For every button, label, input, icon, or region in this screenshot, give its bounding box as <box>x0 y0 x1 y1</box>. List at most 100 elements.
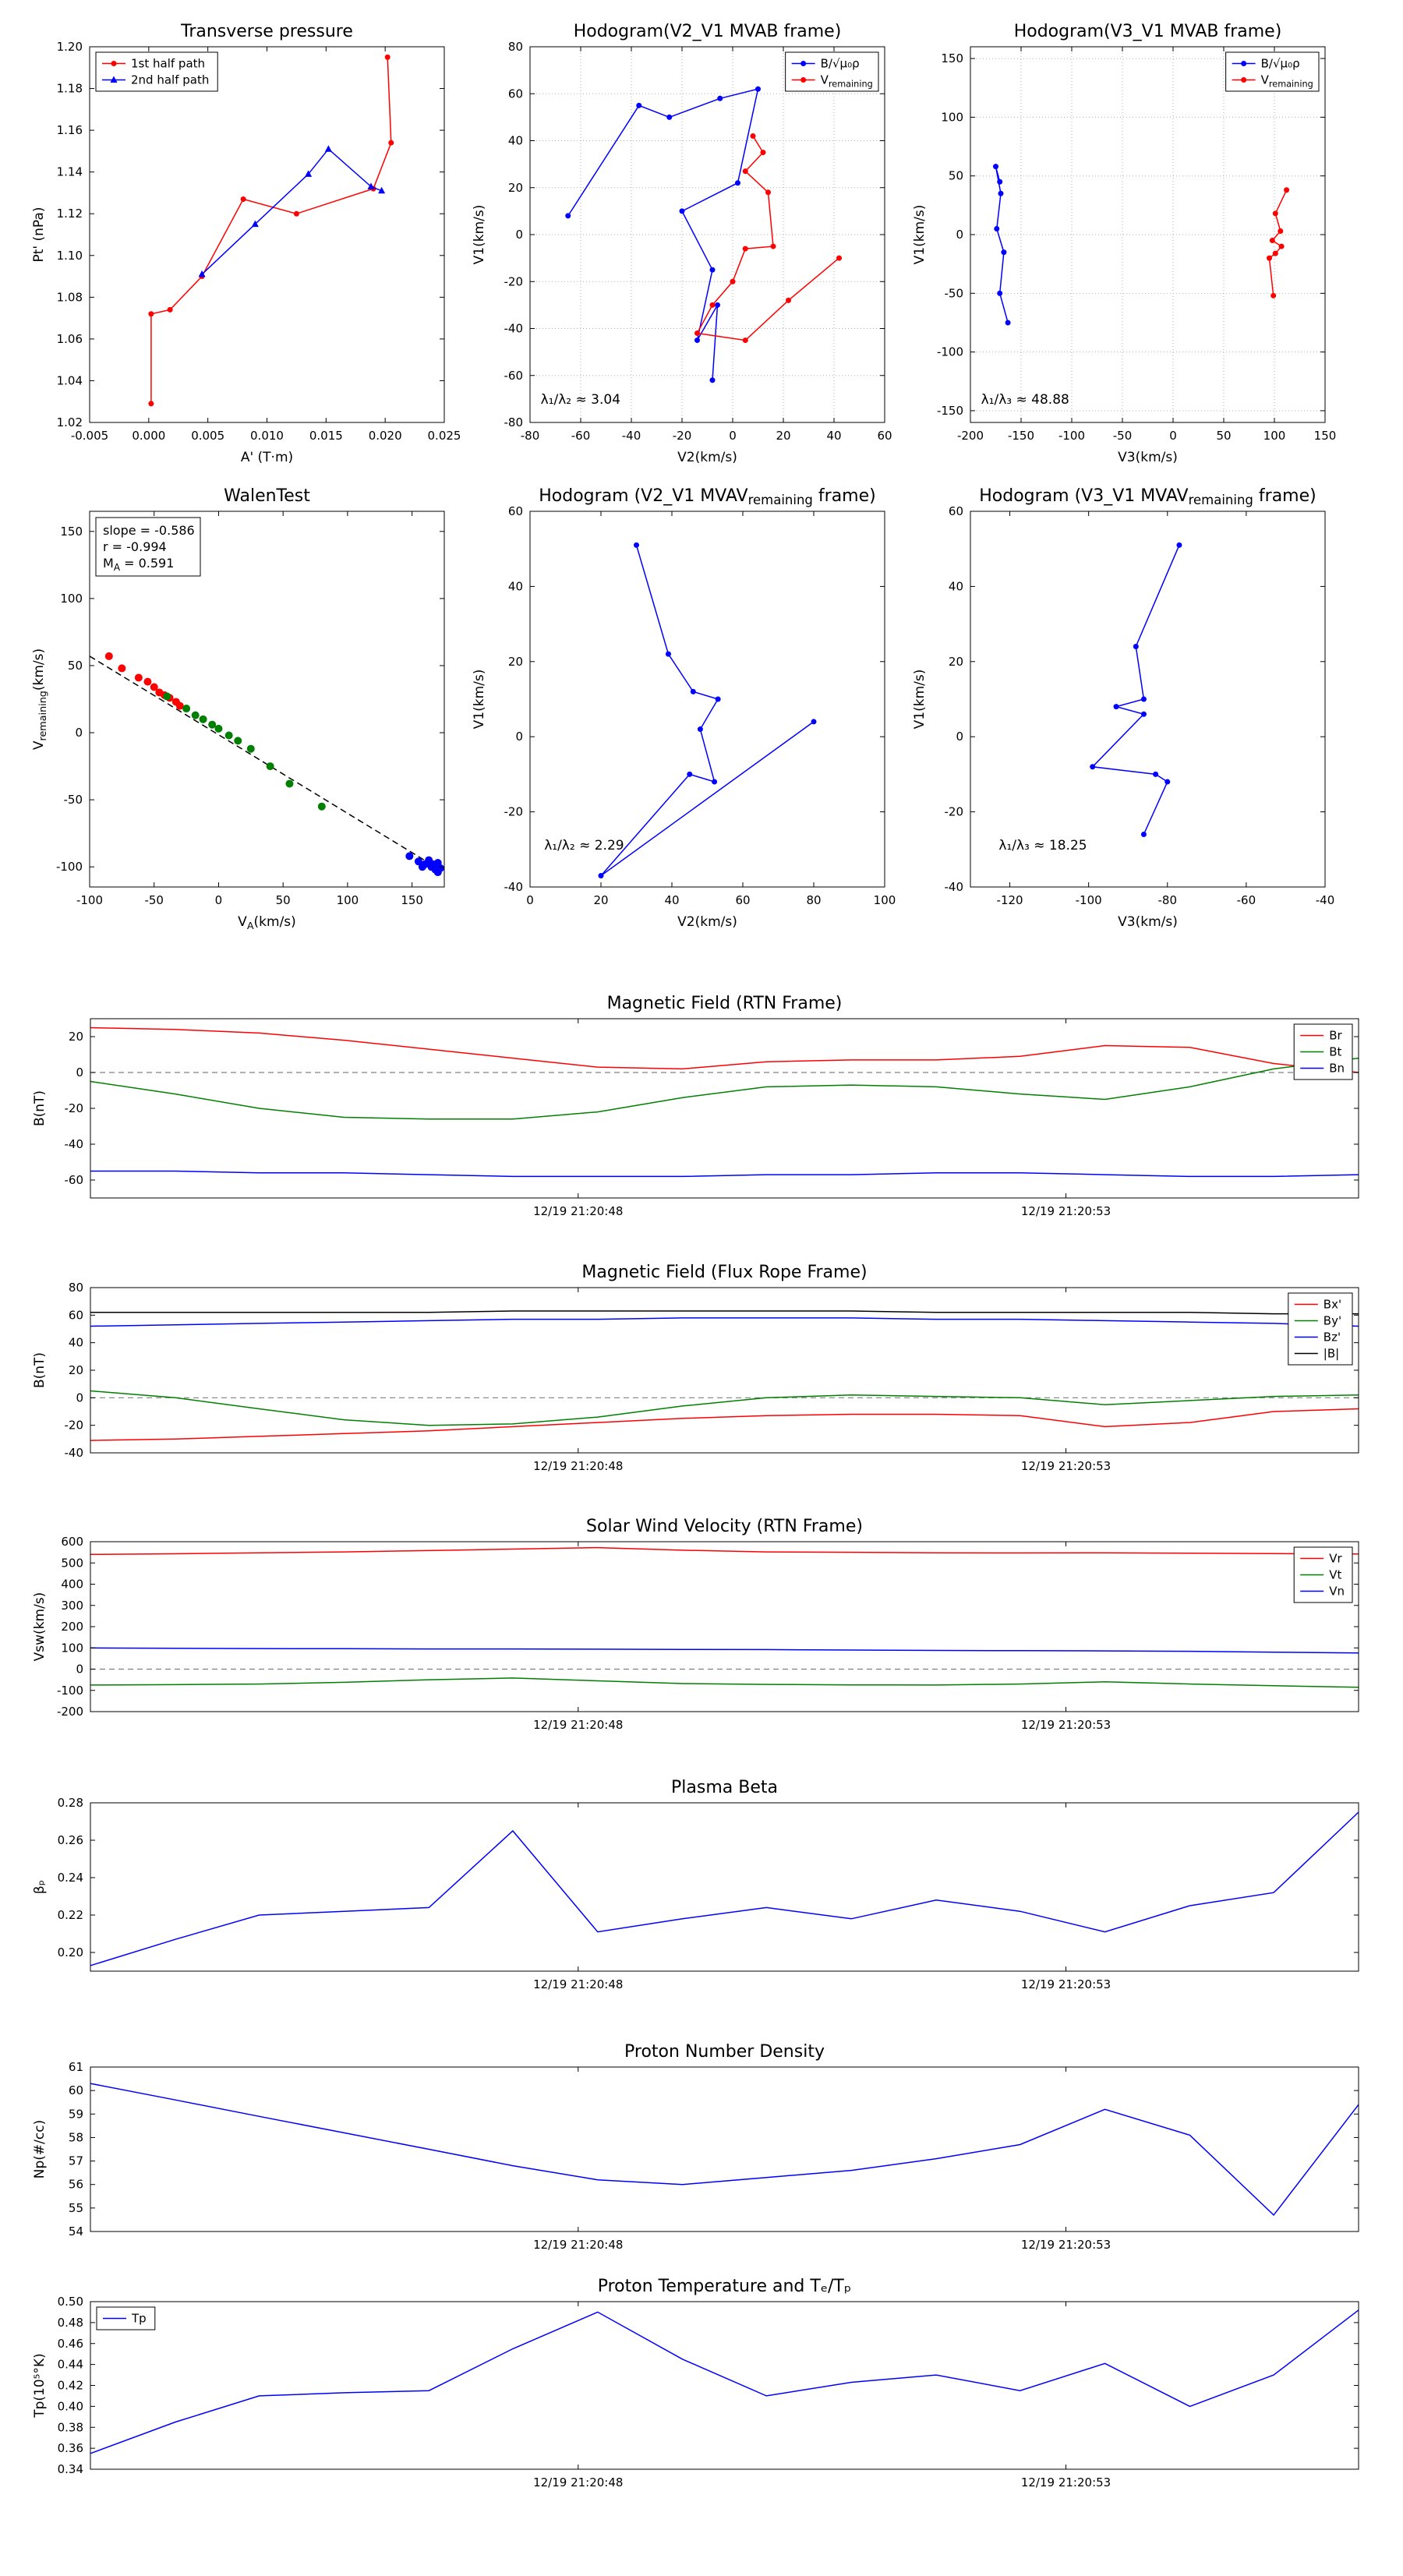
svg-text:0: 0 <box>956 228 963 242</box>
magnetic-field-rtn-y-axis: -60 -40 -20 0 20 <box>65 1030 1359 1187</box>
svg-text:0.50: 0.50 <box>58 2295 83 2309</box>
walen-test-ylabel: Vremaining(km/s) <box>31 648 49 750</box>
hodogram-v2v1-mvab-xlabel: V2(km/s) <box>677 450 737 465</box>
svg-text:0: 0 <box>526 893 534 907</box>
svg-text:58: 58 <box>69 2130 83 2144</box>
svg-text:-0.005: -0.005 <box>71 429 108 443</box>
svg-text:0.36: 0.36 <box>58 2441 83 2455</box>
hodogram-v2v1-mvab-series-1 <box>694 133 842 344</box>
svg-text:0: 0 <box>956 730 963 744</box>
svg-text:0: 0 <box>515 730 523 744</box>
chart-magnetic-field-rtn: 12/19 21:20:48 12/19 21:20:53 -60 -40 -20 0 20… <box>32 994 1359 1218</box>
svg-text:-50: -50 <box>1113 429 1133 443</box>
solar-wind-velocity-ylabel: Vsw(km/s) <box>32 1592 48 1662</box>
magnetic-field-flux-rope-series-2 <box>90 1317 1359 1327</box>
svg-text:12/19 21:20:48: 12/19 21:20:48 <box>533 2238 623 2252</box>
chart-hodogram-v3v1-mvab: -200 -150 -100 -50 0 50 100 150 -150 -100 -50 0 50 10… <box>912 22 1336 465</box>
svg-text:0: 0 <box>76 1390 83 1405</box>
walen-test-title: WalenTest <box>224 486 310 506</box>
hodogram-v2v1-mvav-ylabel: V1(km/s) <box>472 670 487 730</box>
svg-text:1.10: 1.10 <box>57 249 83 263</box>
svg-text:40: 40 <box>508 134 523 148</box>
svg-text:60: 60 <box>949 504 963 518</box>
svg-text:56: 56 <box>69 2178 83 2192</box>
svg-text:Vremaining: Vremaining <box>821 73 873 90</box>
walen-test-series-2 <box>163 692 326 811</box>
hodogram-v2v1-mvab-annotation-0: λ₁/λ₂ ≈ 3.04 <box>541 392 620 408</box>
svg-text:Vremaining: Vremaining <box>1261 73 1313 90</box>
magnetic-field-flux-rope-series-3 <box>90 1310 1359 1315</box>
svg-text:60: 60 <box>69 2083 83 2097</box>
svg-text:20: 20 <box>508 181 523 195</box>
svg-text:slope = -0.586: slope = -0.586 <box>103 523 195 538</box>
svg-text:-50: -50 <box>64 793 83 807</box>
svg-text:Br: Br <box>1329 1029 1342 1043</box>
svg-text:0.020: 0.020 <box>369 429 402 443</box>
chart-transverse-pressure: -0.005 0.000 0.005 0.010 0.015 0.020 0.0251.02… <box>31 22 461 465</box>
svg-text:-120: -120 <box>997 893 1023 907</box>
chart-proton-temperature: 12/19 21:20:48 12/19 21:20:53 0.34 0.36 0.38… <box>32 2277 1359 2489</box>
svg-text:12/19 21:20:48: 12/19 21:20:48 <box>533 1459 623 1473</box>
proton-temperature-x-axis: 12/19 21:20:48 12/19 21:20:53 <box>533 2302 1111 2489</box>
svg-text:Bx': Bx' <box>1323 1298 1341 1312</box>
hodogram-v3v1-mvab-y-axis: -150 -100 -50 0 50 100 150 <box>937 51 1325 418</box>
magnetic-field-rtn-series-0 <box>90 1027 1359 1073</box>
svg-text:-50: -50 <box>144 893 164 907</box>
svg-text:12/19 21:20:53: 12/19 21:20:53 <box>1021 1977 1111 1991</box>
magnetic-field-flux-rope-series-1 <box>90 1390 1359 1426</box>
walen-test-series-3 <box>405 852 445 877</box>
svg-text:0: 0 <box>729 429 737 443</box>
svg-text:60: 60 <box>508 87 523 101</box>
magnetic-field-flux-rope-ylabel: B(nT) <box>32 1352 48 1388</box>
svg-text:Vt: Vt <box>1329 1568 1341 1582</box>
svg-text:-80: -80 <box>504 415 524 429</box>
svg-text:80: 80 <box>508 40 523 54</box>
svg-text:-100: -100 <box>1076 893 1102 907</box>
solar-wind-velocity-y-axis: -200 -100 0 100 200 300 400 500 600 <box>57 1535 1359 1719</box>
walen-test-x-axis: -100 -50 0 50 100 150 <box>76 511 423 907</box>
svg-text:-40: -40 <box>1316 893 1335 907</box>
hodogram-v2v1-mvav-y-axis: -40 -20 0 20 40 60 <box>504 504 885 894</box>
svg-text:200: 200 <box>61 1620 83 1634</box>
svg-text:100: 100 <box>337 893 359 907</box>
svg-text:-100: -100 <box>56 860 83 874</box>
solar-wind-velocity-series-1 <box>90 1677 1359 1688</box>
svg-text:20: 20 <box>949 655 963 669</box>
plasma-beta-ylabel: βₚ <box>32 1880 48 1894</box>
svg-text:40: 40 <box>664 893 679 907</box>
svg-text:50: 50 <box>949 169 963 183</box>
svg-text:Bt: Bt <box>1329 1045 1341 1059</box>
svg-text:40: 40 <box>826 429 841 443</box>
svg-text:20: 20 <box>69 1363 83 1377</box>
svg-text:60: 60 <box>508 504 523 518</box>
svg-text:1.18: 1.18 <box>57 82 83 96</box>
svg-text:12/19 21:20:53: 12/19 21:20:53 <box>1021 1204 1111 1218</box>
transverse-pressure-xlabel: A' (T·m) <box>241 450 293 465</box>
svg-text:1.08: 1.08 <box>57 290 83 304</box>
transverse-pressure-legend: 1st half path 2nd half path <box>95 51 218 92</box>
svg-text:100: 100 <box>874 893 896 907</box>
svg-text:-40: -40 <box>504 880 524 894</box>
svg-text:12/19 21:20:53: 12/19 21:20:53 <box>1021 1718 1111 1732</box>
svg-text:Tp: Tp <box>131 2312 147 2326</box>
svg-text:12/19 21:20:53: 12/19 21:20:53 <box>1021 1459 1111 1473</box>
svg-text:0.44: 0.44 <box>58 2358 83 2372</box>
svg-text:B/√μ₀ρ: B/√μ₀ρ <box>1261 57 1300 71</box>
magnetic-field-rtn-legend: Br Bt Bn <box>1293 1023 1353 1080</box>
magnetic-field-flux-rope-legend: Bx' By' Bz' |B| <box>1288 1292 1353 1366</box>
svg-text:By': By' <box>1323 1314 1341 1328</box>
svg-text:1.02: 1.02 <box>57 415 83 429</box>
svg-text:60: 60 <box>735 893 750 907</box>
svg-text:1st half path: 1st half path <box>131 57 205 71</box>
hodogram-v3v1-mvav-y-axis: -40 -20 0 20 40 60 <box>945 504 1325 894</box>
chart-walen-test: -100 -50 0 50 100 150 -100 -50 0 50 100 150 WalenTes… <box>31 486 445 932</box>
svg-text:0.000: 0.000 <box>132 429 165 443</box>
proton-number-density-x-axis: 12/19 21:20:48 12/19 21:20:53 <box>533 2067 1111 2252</box>
hodogram-v3v1-mvab-x-axis: -200 -150 -100 -50 0 50 100 150 <box>957 47 1336 443</box>
magnetic-field-rtn-title: Magnetic Field (RTN Frame) <box>607 994 843 1013</box>
svg-text:50: 50 <box>1216 429 1231 443</box>
svg-text:0.26: 0.26 <box>58 1833 83 1847</box>
chart-magnetic-field-flux-rope: 12/19 21:20:48 12/19 21:20:53 -40 -20 0 20 40 6… <box>32 1263 1359 1473</box>
svg-text:0.005: 0.005 <box>191 429 224 443</box>
svg-text:Vn: Vn <box>1329 1585 1345 1599</box>
